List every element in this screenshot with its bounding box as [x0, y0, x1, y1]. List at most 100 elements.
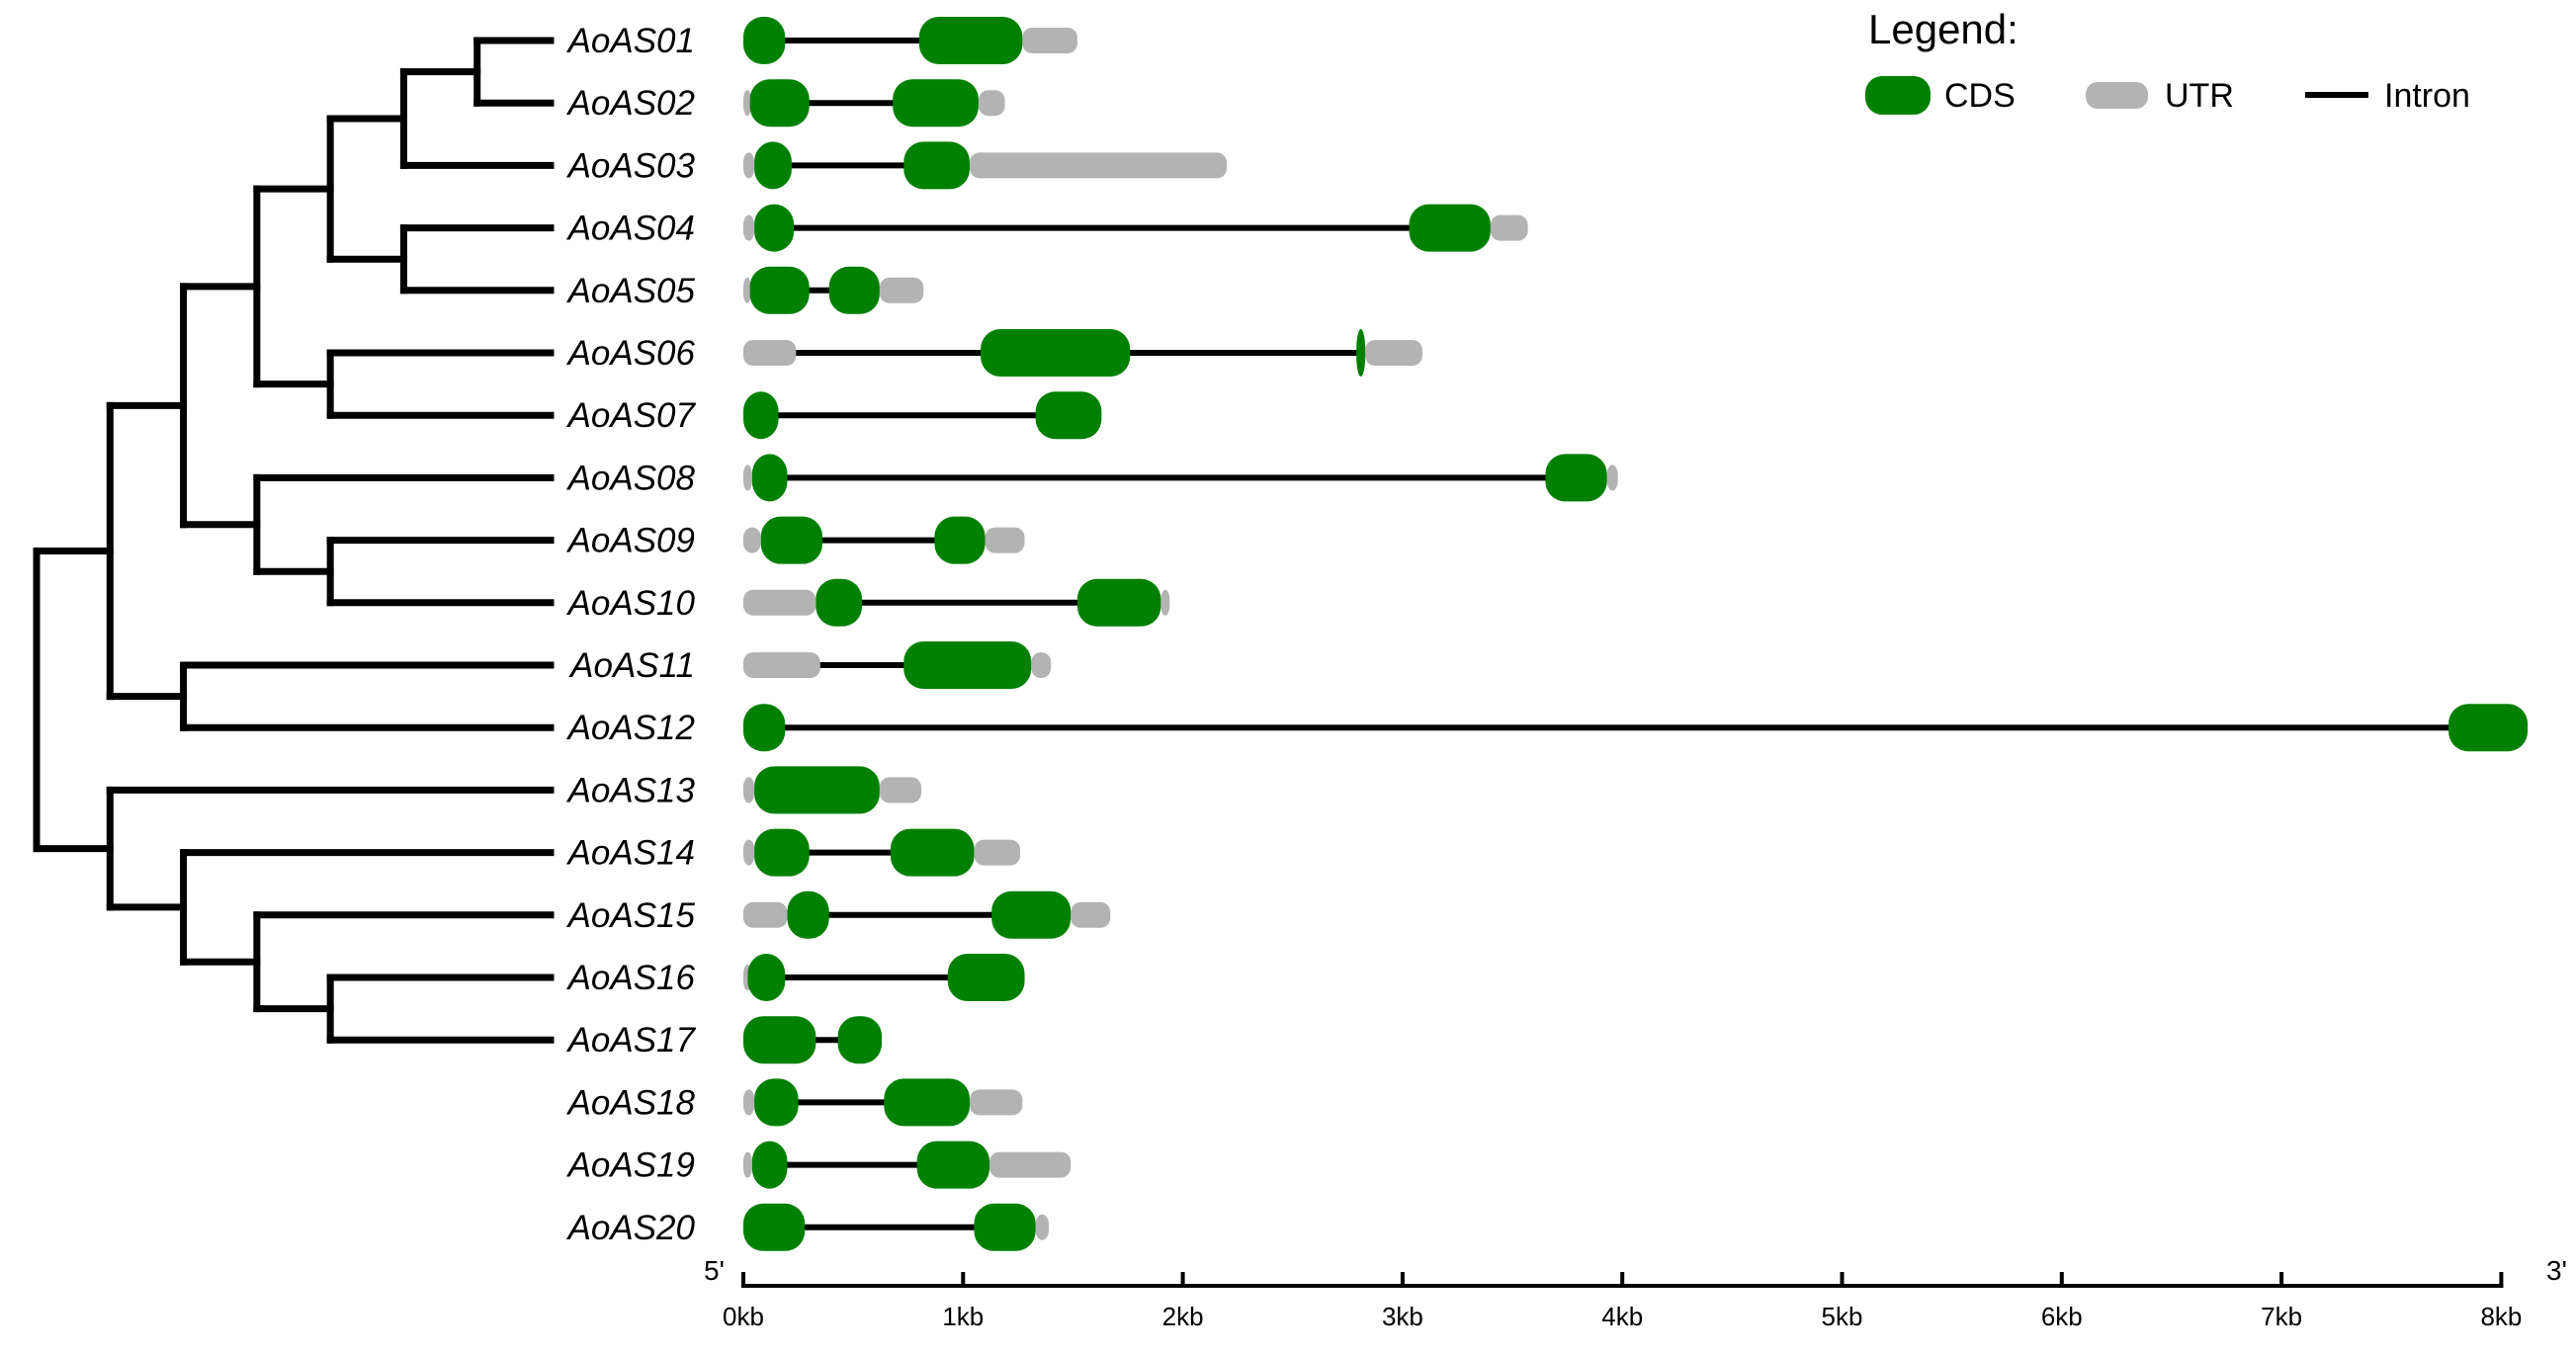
axis-tick-label: 7kb — [2261, 1302, 2302, 1331]
gene-label: AoAS18 — [566, 1083, 696, 1122]
axis-tick-label: 5kb — [1822, 1302, 1863, 1331]
gene-row-aoas03: AoAS03 — [566, 141, 1228, 190]
utr-segment — [969, 152, 1228, 179]
cds-segment — [747, 954, 786, 1001]
cds-segment — [749, 266, 810, 314]
three-prime-label: 3' — [2546, 1255, 2567, 1286]
gene-label: AoAS02 — [566, 84, 695, 123]
gene-label: AoAS05 — [566, 272, 696, 310]
utr-segment — [743, 901, 788, 928]
legend-cds-label: CDS — [1944, 77, 2016, 115]
cds-segment — [743, 1203, 806, 1251]
cds-segment — [947, 954, 1025, 1001]
utr-segment — [743, 1089, 755, 1116]
gene-label: AoAS03 — [566, 146, 696, 185]
gene-row-aoas01: AoAS01 — [566, 17, 1077, 64]
cds-segment — [903, 641, 1032, 689]
legend-intron-label: Intron — [2384, 77, 2470, 115]
gene-row-aoas05: AoAS05 — [566, 266, 924, 314]
cds-segment — [903, 141, 970, 190]
gene-label: AoAS01 — [566, 22, 695, 60]
gene-label: AoAS08 — [566, 459, 696, 497]
cds-segment — [751, 454, 788, 502]
gene-row-aoas19: AoAS19 — [566, 1141, 1072, 1189]
utr-segment — [743, 214, 755, 241]
gene-label: AoAS17 — [566, 1021, 697, 1059]
utr-segment — [1071, 901, 1111, 928]
utr-segment — [1490, 214, 1528, 241]
axis-tick-label: 4kb — [1601, 1302, 1643, 1331]
cds-segment — [2448, 704, 2529, 752]
legend-title: Legend: — [1868, 6, 2018, 52]
cds-segment — [751, 1141, 788, 1189]
cds-segment — [837, 1016, 883, 1064]
gene-label: AoAS16 — [566, 959, 696, 997]
cds-segment — [743, 17, 786, 64]
gene-label: AoAS10 — [566, 584, 696, 623]
gene-structures: AoAS01 AoAS02 AoAS03 AoAS04 AoAS05 AoAS06 AoAS… — [566, 17, 2529, 1251]
legend-utr-label: UTR — [2165, 77, 2234, 115]
gene-label: AoAS11 — [568, 646, 695, 685]
utr-segment — [978, 90, 1005, 117]
gene-label: AoAS19 — [566, 1146, 695, 1185]
cds-segment — [1409, 204, 1491, 252]
cds-segment — [754, 1078, 799, 1127]
utr-segment — [743, 340, 797, 366]
utr-segment — [743, 589, 816, 616]
gene-label: AoAS09 — [566, 522, 695, 560]
utr-segment — [743, 839, 755, 866]
utr-segment — [743, 277, 751, 303]
gene-row-aoas17: AoAS17 — [566, 1016, 883, 1064]
cds-segment — [754, 828, 810, 877]
gene-row-aoas15: AoAS15 — [566, 890, 1111, 939]
utr-segment — [969, 1089, 1023, 1116]
cds-segment — [743, 391, 779, 440]
cds-segment — [974, 1203, 1036, 1251]
axis-tick-label: 6kb — [2041, 1302, 2083, 1331]
utr-segment — [743, 152, 755, 179]
cds-segment — [743, 704, 786, 752]
gene-row-aoas04: AoAS04 — [566, 204, 1528, 252]
utr-segment — [1022, 28, 1077, 53]
gene-row-aoas08: AoAS08 — [566, 454, 1618, 502]
cds-segment — [991, 890, 1072, 939]
utr-segment — [743, 1151, 752, 1178]
cds-segment — [787, 890, 829, 939]
utr-segment — [1365, 340, 1422, 366]
gene-row-aoas18: AoAS18 — [566, 1078, 1023, 1127]
cds-segment — [754, 141, 792, 190]
gene-row-aoas10: AoAS10 — [566, 578, 1170, 627]
axis-tick-label: 2kb — [1162, 1302, 1204, 1331]
legend-utr-swatch — [2086, 82, 2148, 109]
gene-row-aoas14: AoAS14 — [566, 828, 1021, 877]
axis-tick-label: 3kb — [1382, 1302, 1423, 1331]
gene-row-aoas20: AoAS20 — [566, 1203, 1049, 1251]
utr-segment — [743, 777, 755, 804]
cds-segment — [918, 17, 1023, 64]
gene-row-aoas09: AoAS09 — [566, 516, 1025, 564]
cds-segment — [1076, 578, 1161, 627]
legend: Legend: CDS UTR Intron — [1865, 6, 2470, 115]
cds-segment — [890, 828, 975, 877]
utr-segment — [988, 1151, 1072, 1178]
gene-label: AoAS15 — [566, 896, 696, 935]
gene-row-aoas16: AoAS16 — [566, 954, 1025, 1001]
utr-segment — [1606, 465, 1618, 491]
cds-segment — [749, 79, 810, 127]
gene-label: AoAS14 — [566, 834, 695, 873]
axis-tick-label: 0kb — [723, 1302, 764, 1331]
cds-segment — [760, 516, 823, 564]
cds-segment — [1545, 454, 1607, 502]
gene-label: AoAS06 — [566, 334, 696, 373]
utr-segment — [879, 277, 924, 303]
cds-segment — [816, 578, 863, 627]
utr-segment — [974, 839, 1021, 866]
utr-segment — [985, 527, 1025, 553]
gene-row-aoas11: AoAS11 — [568, 641, 1052, 689]
gene-row-aoas06: AoAS06 — [566, 329, 1422, 377]
cds-segment — [754, 766, 880, 814]
cds-segment — [754, 204, 795, 252]
gene-label: AoAS04 — [566, 210, 695, 248]
length-axis: 5' 3' 0kb 1kb 2kb 3kb 4kb 5kb 6kb 7kb 8kb — [704, 1255, 2567, 1331]
utr-segment — [743, 90, 751, 117]
